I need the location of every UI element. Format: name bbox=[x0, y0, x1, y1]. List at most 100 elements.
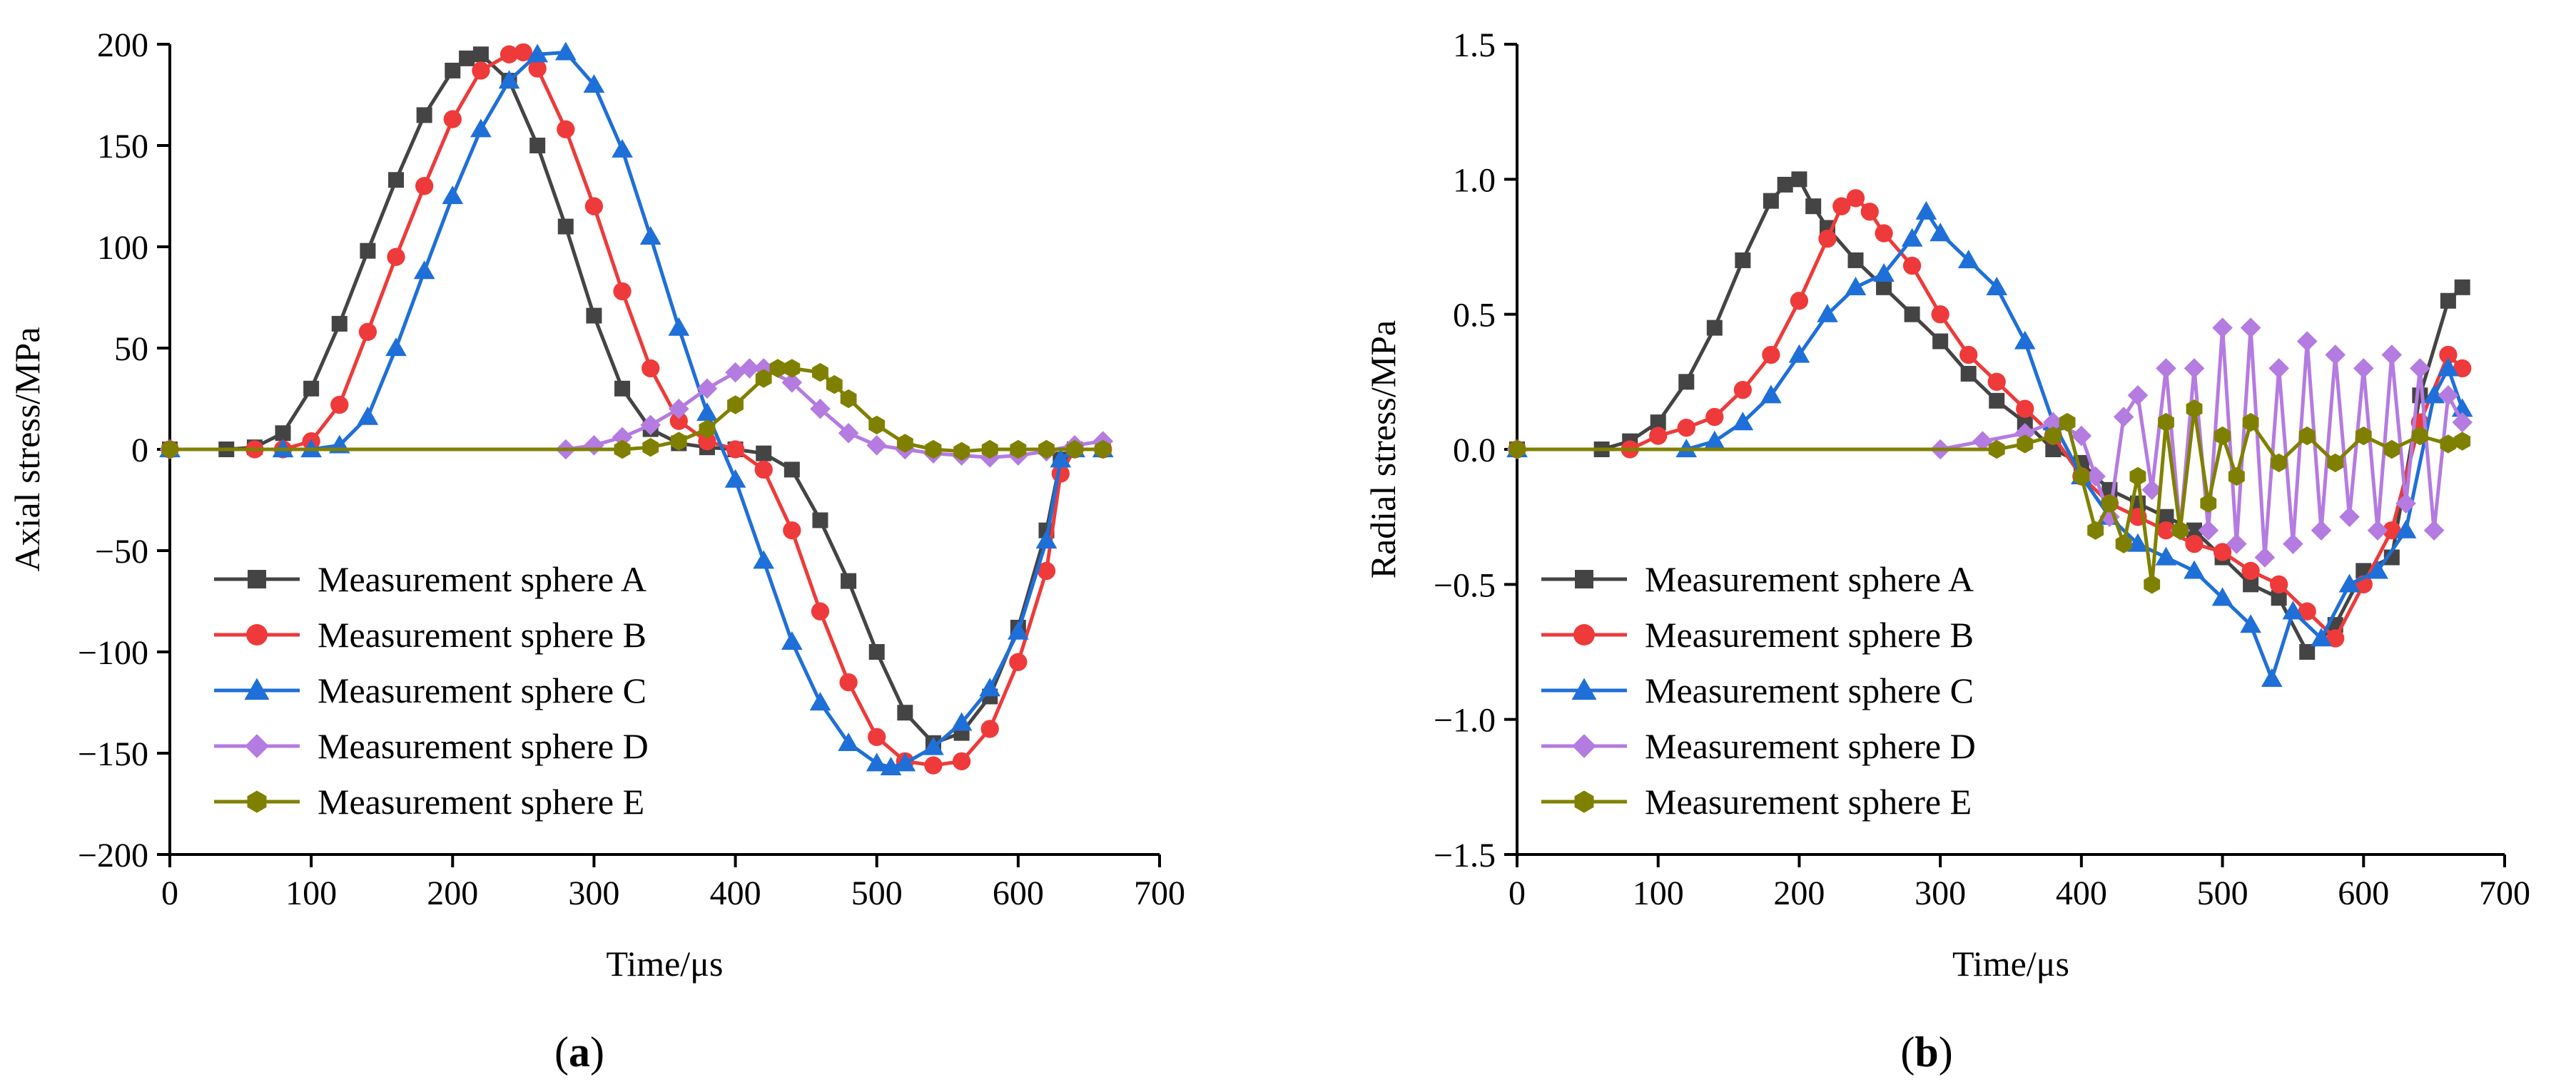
panel-a-legend-item-e: Measurement sphere E bbox=[214, 782, 644, 822]
panel-a-series-d-point bbox=[669, 398, 689, 419]
panel-b-series-a-point bbox=[2186, 522, 2203, 539]
panel-b-series-e-point bbox=[2454, 432, 2471, 451]
panel-b-series-a-point bbox=[1989, 392, 2005, 409]
panel-a-series-d-point bbox=[612, 427, 633, 448]
panel-b-series-a-point bbox=[1777, 176, 1793, 193]
panel-a-series-b-point bbox=[868, 728, 886, 746]
panel-a-series-c-point bbox=[612, 138, 633, 158]
panel-a-series-d-point bbox=[584, 435, 604, 456]
panel-a-series-e-point bbox=[614, 439, 631, 459]
panel-b-series-b-line bbox=[1517, 196, 2464, 641]
panel-b-series-b-point bbox=[2453, 359, 2472, 378]
panel-a-series-b-point bbox=[924, 756, 943, 775]
panel-b-series-b-point bbox=[2213, 543, 2232, 561]
panel-b-chart: 0 100 200 300 400 500 600 700 −1.5 −1.0 −0.5 0.0 0.5… bbox=[1363, 26, 2530, 984]
panel-b-series-d bbox=[1506, 317, 2473, 568]
panel-a-legend-marker bbox=[246, 624, 268, 645]
panel-b-series-c-point bbox=[1703, 430, 1725, 449]
panel-a-series-a-point bbox=[416, 107, 432, 123]
panel-a-series-e-point bbox=[1010, 439, 1027, 459]
panel-b-series-d-point bbox=[2184, 358, 2205, 379]
panel-b-series-e-point bbox=[2044, 426, 2062, 446]
panel-b-series-d-point bbox=[2085, 466, 2106, 487]
panel-a-y-tick-label: 50 bbox=[114, 330, 148, 368]
panel-a-series-e-point bbox=[840, 389, 857, 409]
panel-b-series-d-point bbox=[2339, 506, 2360, 527]
panel-b-legend-label: Measurement sphere B bbox=[1645, 615, 1974, 655]
panel-b-series-a-point bbox=[1805, 198, 1822, 215]
panel-b-series-c-point bbox=[2338, 573, 2361, 593]
panel-b-series-c-point bbox=[2423, 384, 2445, 404]
panel-a-series-a-point bbox=[784, 461, 800, 478]
panel-a-legend-label: Measurement sphere C bbox=[318, 670, 646, 710]
panel-a-series-d-point bbox=[866, 435, 888, 456]
panel-b-x-tick-label: 500 bbox=[2197, 874, 2248, 912]
panel-b-series-d-point bbox=[2198, 520, 2219, 541]
panel-b-series-c-point bbox=[1957, 250, 1979, 269]
panel-a-series-e-point bbox=[1038, 439, 1055, 459]
panel-b-x-tick-label: 700 bbox=[2479, 874, 2530, 912]
panel-a-series-b-point bbox=[952, 752, 971, 771]
panel-b-series-a-point bbox=[2440, 292, 2456, 309]
panel-b-series-c-point bbox=[1732, 412, 1754, 431]
panel-b-series-b-point bbox=[1902, 256, 1922, 275]
panel-a-series-b-point bbox=[584, 197, 604, 215]
panel-b-legend-item-c: Measurement sphere C bbox=[1541, 670, 1974, 710]
panel-a-series-c-point bbox=[866, 752, 888, 772]
panel-b-series-b-point bbox=[1846, 189, 1865, 208]
panel-b-series-c-point bbox=[2014, 330, 2036, 349]
panel-b-legend-marker bbox=[1573, 624, 1595, 645]
panel-b-series-c-point bbox=[2211, 587, 2233, 606]
panel-a-x-tick-label: 600 bbox=[993, 874, 1044, 912]
panel-b-series-d-point bbox=[2226, 534, 2247, 554]
panel-b-series-b-point bbox=[2439, 345, 2458, 364]
panel-b-series-d-point bbox=[2212, 317, 2233, 338]
panel-a-legend-label: Measurement sphere A bbox=[318, 559, 646, 599]
panel-b-legend-label: Measurement sphere E bbox=[1645, 782, 1972, 822]
panel-b-series-d-point bbox=[2423, 520, 2445, 541]
panel-b-x-tick-label: 600 bbox=[2338, 874, 2389, 912]
panel-a-series-e-point bbox=[868, 415, 886, 435]
panel-b-series-c-point bbox=[2282, 601, 2304, 620]
panel-a-series-a-point bbox=[275, 425, 291, 442]
panel-a-series-e-point bbox=[670, 432, 687, 451]
panel-a-series-b bbox=[161, 43, 1112, 775]
panel-b-series-a-point bbox=[2158, 509, 2174, 525]
panel-b-series-a-point bbox=[2017, 414, 2033, 431]
panel-a-series-a-point bbox=[868, 644, 885, 660]
panel-a-legend-label: Measurement sphere B bbox=[318, 615, 646, 655]
panel-b-series-a-point bbox=[2271, 590, 2287, 606]
panel-b-series-a-point bbox=[1650, 414, 1666, 431]
panel-b-series-e-point bbox=[2115, 534, 2132, 553]
panel-a-series-c-point bbox=[753, 550, 775, 569]
panel-a-chart: 0 100 200 300 400 500 600 700 −200 −150 −100 −50 0 50… bbox=[7, 26, 1185, 984]
panel-a-series-c-point bbox=[527, 44, 549, 63]
panel-a-y-tick-label: −200 bbox=[78, 837, 148, 874]
panel-b-legend-label: Measurement sphere C bbox=[1645, 670, 1974, 710]
panel-a-series-d-point bbox=[696, 378, 718, 399]
panel-a-series-d-line bbox=[170, 366, 1104, 459]
panel-a-series-c-point bbox=[838, 732, 859, 751]
panel-a-series-e-point bbox=[896, 434, 913, 453]
panel-b-series-a-point bbox=[1904, 306, 1920, 322]
panel-a-y-tick-label: −50 bbox=[95, 533, 148, 571]
panel-a-label: (a) bbox=[554, 1029, 604, 1076]
panel-a-y-tick-label: −150 bbox=[78, 735, 148, 773]
panel-b-series-b-point bbox=[1987, 372, 2006, 391]
panel-b-series-c-point bbox=[1788, 344, 1810, 363]
panel-a-series-b-point bbox=[726, 440, 745, 459]
panel-b-series-a-point bbox=[2243, 576, 2259, 593]
panel-a-series-a-point bbox=[472, 46, 489, 63]
panel-b-series-d-point bbox=[2071, 425, 2092, 447]
panel-a-series-e-point bbox=[1066, 439, 1083, 459]
panel-a-series-b-point bbox=[528, 59, 547, 78]
panel-a-series-e-point bbox=[699, 419, 716, 439]
panel-b-series-e-point bbox=[1988, 439, 2005, 459]
panel-a-series-c-point bbox=[498, 70, 520, 89]
panel-b-series-b-point bbox=[1931, 305, 1949, 324]
panel-b-series-a-point bbox=[1847, 252, 1864, 268]
panel-b-series-a-point bbox=[1763, 193, 1779, 209]
panel-a-series-d-point bbox=[838, 422, 859, 444]
panel-a-series-a-point bbox=[897, 705, 913, 721]
panel-b-series-d-point bbox=[2113, 407, 2134, 427]
